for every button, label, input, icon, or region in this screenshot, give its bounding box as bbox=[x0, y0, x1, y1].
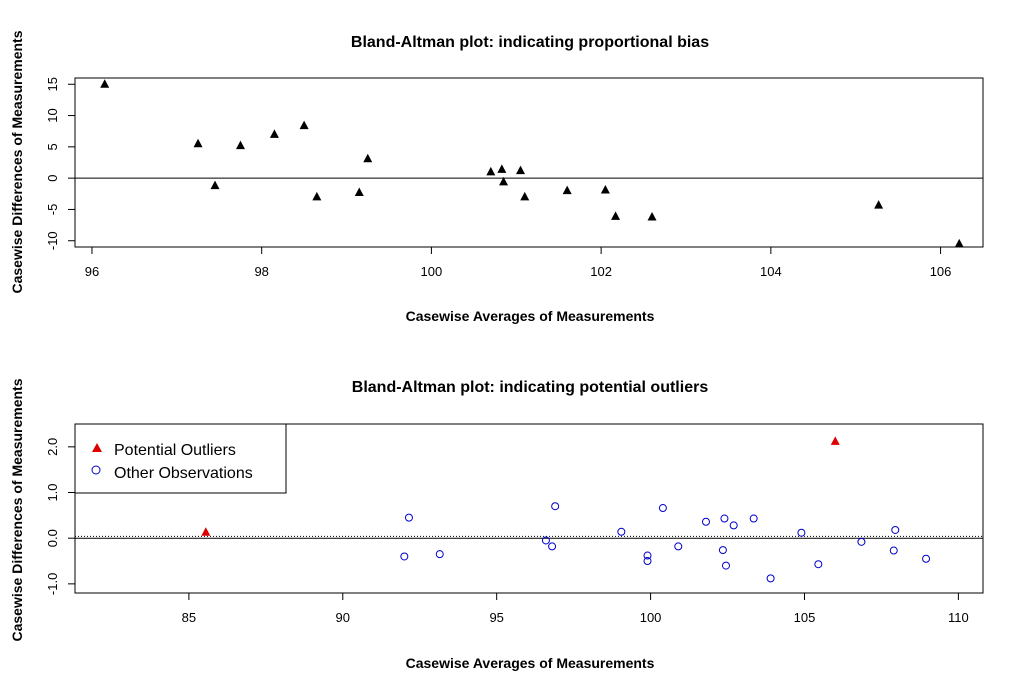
plot-frame bbox=[74, 423, 984, 594]
data-point-circle bbox=[797, 528, 806, 537]
data-points bbox=[75, 436, 983, 583]
x-tick-label: 85 bbox=[182, 610, 196, 625]
data-point-triangle bbox=[269, 129, 279, 138]
panel-potential-outliers: Bland-Altman plot: indicating potential … bbox=[9, 378, 984, 671]
axis-ticks: 96 98 100 102 104 106 -10 -5 0 5 10 15 bbox=[45, 77, 951, 279]
data-point-circle bbox=[720, 514, 729, 523]
data-point-triangle bbox=[954, 238, 964, 248]
x-tick-label: 105 bbox=[794, 610, 816, 625]
data-point-circle bbox=[617, 527, 626, 536]
data-point-triangle bbox=[354, 187, 364, 197]
data-point-circle bbox=[922, 554, 931, 563]
data-point-triangle bbox=[520, 191, 530, 201]
data-point-triangle bbox=[647, 211, 657, 221]
data-points bbox=[75, 79, 983, 248]
data-point-circle bbox=[889, 546, 898, 555]
data-point-triangle bbox=[516, 165, 526, 175]
data-point-circle bbox=[749, 514, 758, 523]
data-point-triangle bbox=[874, 200, 884, 209]
data-point-circle bbox=[400, 552, 409, 561]
data-point-circle bbox=[404, 513, 413, 522]
legend-key-circle bbox=[91, 465, 101, 475]
data-point-triangle bbox=[193, 138, 203, 148]
data-point-triangle bbox=[562, 185, 572, 195]
data-point-triangle bbox=[100, 79, 110, 88]
x-tick-label: 104 bbox=[760, 264, 782, 279]
legend-box bbox=[74, 423, 287, 494]
x-tick-label: 95 bbox=[489, 610, 503, 625]
x-tick-label: 90 bbox=[336, 610, 350, 625]
x-tick-label: 96 bbox=[85, 264, 99, 279]
panel-proportional-bias: Bland-Altman plot: indicating proportion… bbox=[9, 30, 984, 324]
x-tick-label: 102 bbox=[590, 264, 612, 279]
x-tick-label: 100 bbox=[421, 264, 443, 279]
legend: Potential Outliers Other Observations bbox=[74, 423, 287, 494]
axis-ticks: 85 90 95 100 105 110 -1.0 0.0 1.0 2.0 bbox=[45, 438, 969, 625]
x-axis-label: Casewise Averages of Measurements bbox=[406, 655, 655, 671]
y-axis-label: Casewise Differences of Measurements bbox=[9, 378, 25, 641]
data-point-triangle bbox=[486, 166, 496, 176]
data-point-circle bbox=[718, 546, 727, 555]
data-point-circle bbox=[643, 551, 652, 560]
y-tick-label: 15 bbox=[45, 77, 60, 91]
data-point-circle bbox=[766, 574, 775, 583]
y-tick-label: 10 bbox=[45, 108, 60, 122]
data-point-triangle bbox=[499, 176, 509, 186]
data-point-triangle bbox=[312, 191, 322, 201]
y-tick-label: 1.0 bbox=[45, 483, 60, 501]
data-point-triangle bbox=[830, 436, 840, 445]
y-axis-label: Casewise Differences of Measurements bbox=[9, 30, 25, 293]
data-point-circle bbox=[658, 504, 667, 513]
data-point-circle bbox=[435, 550, 444, 559]
plot-frame bbox=[74, 77, 984, 248]
chart-title: Bland-Altman plot: indicating potential … bbox=[352, 379, 709, 396]
y-tick-label: 2.0 bbox=[45, 438, 60, 456]
x-tick-label: 100 bbox=[640, 610, 662, 625]
y-tick-label: -5 bbox=[45, 204, 60, 216]
legend-entry-0: Potential Outliers bbox=[114, 442, 236, 459]
data-point-triangle bbox=[235, 140, 245, 150]
x-tick-label: 110 bbox=[948, 610, 969, 625]
data-point-triangle bbox=[299, 120, 309, 130]
data-point-circle bbox=[548, 542, 557, 551]
data-point-circle bbox=[541, 536, 550, 545]
x-axis-label: Casewise Averages of Measurements bbox=[406, 308, 655, 324]
y-tick-label: -1.0 bbox=[45, 573, 60, 595]
data-point-circle bbox=[551, 502, 560, 511]
x-tick-label: 106 bbox=[930, 264, 952, 279]
data-point-triangle bbox=[611, 211, 621, 220]
data-point-circle bbox=[729, 521, 738, 530]
data-point-circle bbox=[891, 525, 900, 534]
data-point-triangle bbox=[363, 153, 373, 163]
data-point-triangle bbox=[201, 527, 211, 536]
data-point-triangle bbox=[497, 164, 507, 173]
y-tick-label: 0.0 bbox=[45, 529, 60, 547]
y-tick-label: -10 bbox=[45, 231, 60, 250]
chart-title: Bland-Altman plot: indicating proportion… bbox=[351, 34, 709, 51]
y-tick-label: 5 bbox=[45, 143, 60, 150]
data-point-triangle bbox=[600, 185, 610, 194]
data-point-circle bbox=[721, 561, 730, 570]
data-point-triangle bbox=[210, 180, 220, 190]
data-point-circle bbox=[814, 560, 823, 569]
x-tick-label: 98 bbox=[254, 264, 268, 279]
data-point-circle bbox=[674, 542, 683, 551]
data-point-circle bbox=[643, 557, 652, 566]
data-point-circle bbox=[701, 517, 710, 526]
legend-key-triangle bbox=[92, 443, 102, 452]
y-tick-label: 0 bbox=[45, 175, 60, 182]
data-point-circle bbox=[857, 537, 866, 546]
legend-entry-1: Other Observations bbox=[114, 465, 253, 482]
